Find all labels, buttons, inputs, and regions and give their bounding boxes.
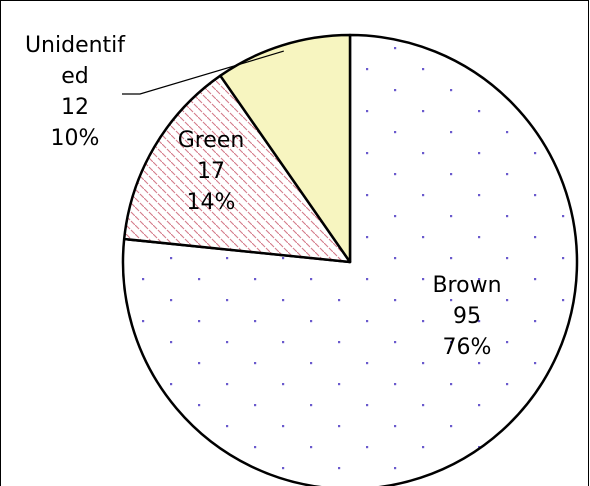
data-label-unidentified: Unidentif ed 12 10% [25,33,126,151]
pie-slice-outline-green [122,74,352,264]
pie-slice-unidentified [220,35,350,262]
pie-slice-outline-unidentified [219,33,352,264]
data-label-green: Green 17 14% [178,128,245,215]
pie-slice-pattern-green [124,75,350,262]
pie-slice-outline-brown [121,33,579,486]
pie-slice-pattern-brown [123,35,577,486]
leader-line-unidentified [122,50,284,95]
data-label-brown: Brown 95 76% [432,273,501,360]
